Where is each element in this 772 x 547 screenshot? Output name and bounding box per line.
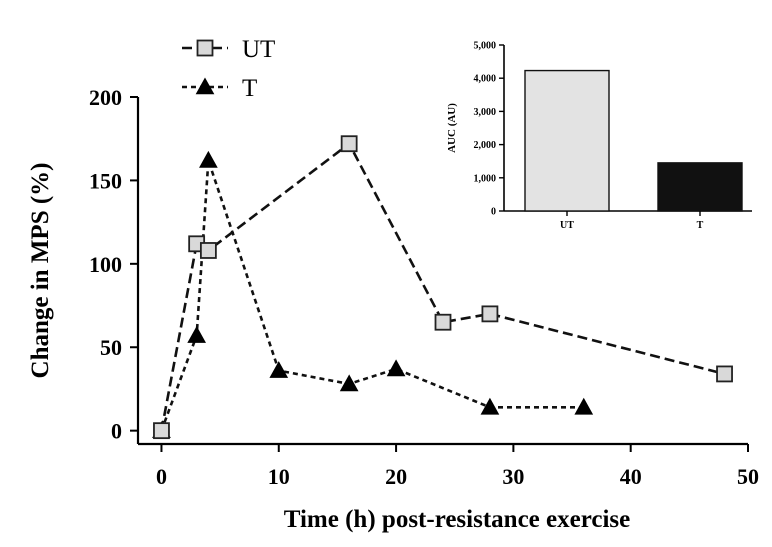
x-tick-label: 10 (268, 464, 290, 489)
x-tick-label: 20 (385, 464, 407, 489)
data-point-ut (199, 242, 217, 259)
legend-label-ut: UT (242, 36, 275, 63)
data-point-t (574, 397, 594, 415)
data-point-t (339, 374, 359, 392)
x-tick-label: 30 (502, 464, 524, 489)
x-axis-title: Time (h) post-resistance exercise (284, 506, 630, 533)
y-tick-label: 0 (111, 419, 122, 444)
inset-y-tick-label: 3,000 (474, 107, 497, 118)
data-point-t (386, 359, 406, 377)
legend-item-ut: UT (182, 36, 275, 63)
series-t (152, 150, 594, 438)
inset-y-tick-label: 1,000 (474, 173, 497, 184)
inset-y-tick-label: 0 (491, 207, 496, 218)
data-point-ut (716, 365, 733, 383)
y-tick-label: 100 (89, 252, 122, 277)
y-tick-label: 150 (89, 168, 122, 193)
y-tick-label: 200 (89, 85, 122, 110)
inset-bar-chart: 0 1,000 2,000 3,000 4,000 5,000 UT T AUC (AU) (446, 41, 752, 231)
data-point-ut (481, 305, 499, 323)
data-point-t (187, 326, 207, 343)
inset-y-tick-label: 5,000 (474, 41, 497, 52)
legend-item-t: T (182, 75, 257, 102)
main-axes: 0 10 20 30 40 50 0 50 100 150 200 (89, 85, 759, 489)
inset-y-tick-label: 2,000 (474, 140, 497, 151)
data-point-t (480, 397, 500, 415)
x-tick-label: 0 (156, 464, 167, 489)
y-tick-label: 50 (100, 335, 122, 360)
x-tick-label: 40 (620, 464, 642, 489)
data-point-t (199, 150, 218, 168)
inset-bars: UT T (524, 69, 743, 231)
data-point-ut (434, 313, 452, 331)
data-point-ut (153, 422, 170, 440)
inset-bar-ut (524, 69, 610, 212)
inset-bar-t (657, 162, 743, 212)
inset-category-label: T (697, 220, 704, 231)
inset-y-axis-title: AUC (AU) (446, 103, 458, 153)
inset-y-tick-label: 4,000 (474, 74, 497, 85)
legend-marker-t (195, 77, 215, 95)
legend-label-t: T (242, 75, 257, 102)
main-plot: 0 10 20 30 40 50 0 50 100 150 200 UT T Time (h) pos… (27, 36, 759, 533)
inset-category-label: UT (560, 220, 574, 231)
data-point-t (269, 361, 289, 378)
series-line-t (160, 159, 584, 432)
legend: UT T (182, 36, 275, 102)
y-axis-title: Change in MPS (%) (27, 163, 54, 379)
main-series (152, 135, 733, 440)
x-tick-label: 50 (737, 464, 759, 489)
legend-marker-ut (196, 39, 214, 57)
data-point-ut (340, 135, 358, 153)
series-ut (153, 135, 733, 440)
